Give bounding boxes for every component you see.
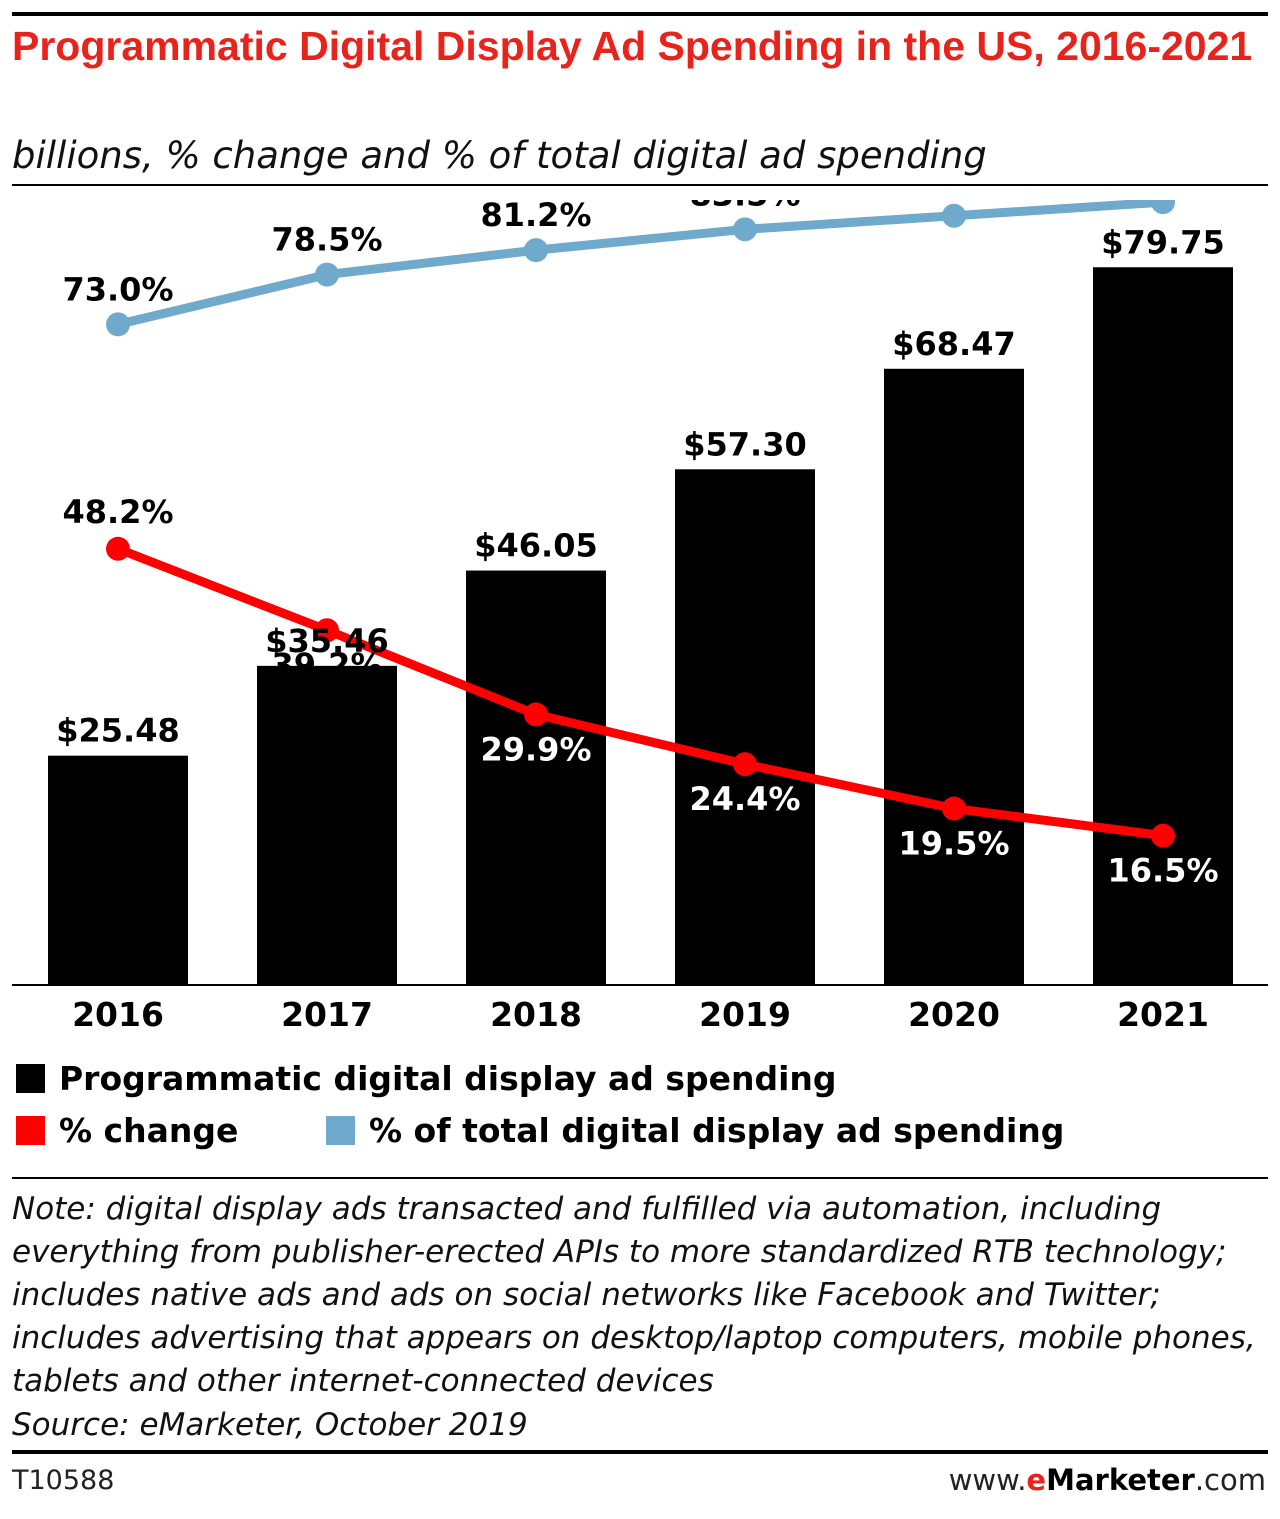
bars-layer [48, 267, 1233, 985]
change-label-2017: 39.2% [271, 646, 382, 684]
share-point-2018 [524, 238, 548, 263]
x-tick-label-2016: 2016 [72, 995, 164, 1034]
bar-2020 [884, 368, 1024, 985]
bar-2021 [1093, 267, 1233, 985]
legend-label-bars: Programmatic digital display ad spending [59, 1058, 837, 1098]
change-point-2016 [106, 536, 130, 561]
x-tick-label-2019: 2019 [699, 995, 791, 1034]
share-label-2017: 78.5% [271, 221, 382, 259]
x-tick-label-2018: 2018 [490, 995, 582, 1034]
source-line: Source: eMarketer, October 2019 [12, 1407, 528, 1443]
bar-value-label-2019: $57.30 [683, 425, 806, 463]
top-rule [12, 12, 1268, 16]
brand-link[interactable]: www.eMarketer.com [949, 1463, 1266, 1497]
change-point-2019 [733, 752, 757, 777]
legend-item-bars: Programmatic digital display ad spending [16, 1058, 837, 1098]
x-tick-label-2017: 2017 [281, 995, 373, 1034]
chart-title: Programmatic Digital Display Ad Spending… [12, 23, 1253, 69]
subtitle-rule [12, 184, 1268, 186]
bar-2018 [466, 570, 606, 985]
footnote: Note: digital display ads transacted and… [12, 1191, 1256, 1399]
lines-layer [106, 200, 1175, 848]
brand-name: Marketer [1046, 1463, 1195, 1497]
brand-prefix: www. [948, 1463, 1027, 1497]
change-line [113, 544, 1168, 841]
bar-value-label-2016: $25.48 [56, 712, 179, 750]
legend-swatch-share [326, 1115, 355, 1145]
share-line [113, 200, 1168, 329]
legend-label-change: % change [59, 1110, 239, 1150]
x-tick-label-2021: 2021 [1117, 995, 1209, 1034]
change-point-2021 [1151, 823, 1175, 848]
change-point-2017 [315, 618, 339, 643]
share-label-2018: 81.2% [480, 200, 591, 234]
legend-item-share: % of total digital display ad spending [326, 1110, 1064, 1150]
change-label-2021: 16.5% [1107, 852, 1218, 890]
share-label-2019: 83.5% [689, 200, 800, 213]
share-point-2016 [106, 312, 130, 337]
share-point-2020 [942, 203, 966, 228]
bar-value-label-2018: $46.05 [474, 527, 597, 565]
chart-area: $25.48 $35.46 $46.05 $57.30 $68.47 $79.75 73.0… [12, 200, 1268, 1034]
bar-value-label-2021: $79.75 [1101, 223, 1224, 261]
legend-item-change: % change [16, 1110, 238, 1150]
change-label-2018: 29.9% [480, 730, 591, 768]
x-axis-labels: 2016 2017 2018 2019 2020 2021 [72, 995, 1209, 1034]
bottom-rule [12, 1450, 1268, 1454]
bar-2017 [257, 665, 397, 985]
change-label-2019: 24.4% [689, 780, 800, 818]
change-label-2020: 19.5% [898, 825, 1009, 863]
share-point-2017 [315, 262, 339, 287]
bar-value-label-2020: $68.47 [892, 325, 1015, 363]
note-rule [12, 1177, 1268, 1179]
legend-label-share: % of total digital display ad spending [369, 1110, 1065, 1150]
labels-layer: $25.48 $35.46 $46.05 $57.30 $68.47 $79.75 73.0… [56, 200, 1224, 890]
bar-2019 [675, 469, 815, 985]
legend-swatch-bars [16, 1063, 45, 1093]
bar-value-label-2017: $35.46 [265, 622, 388, 660]
chart-subtitle: billions, % change and % of total digita… [12, 134, 987, 177]
share-point-2021 [1151, 200, 1175, 215]
change-label-2016: 48.2% [62, 493, 173, 531]
chart-id: T10588 [12, 1465, 115, 1496]
x-tick-label-2020: 2020 [908, 995, 1000, 1034]
change-point-2018 [524, 702, 548, 727]
brand-suffix: .com [1194, 1463, 1266, 1497]
bar-2016 [48, 755, 188, 985]
change-point-2020 [942, 796, 966, 821]
brand-e: e [1026, 1463, 1047, 1497]
share-point-2019 [733, 217, 757, 242]
legend-swatch-change [16, 1115, 45, 1145]
share-label-2016: 73.0% [62, 270, 173, 308]
